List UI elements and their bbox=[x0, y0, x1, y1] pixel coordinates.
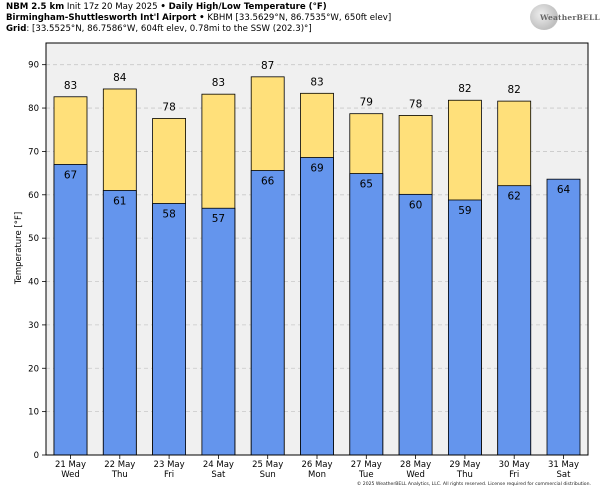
x-tick-label-date: 27 May bbox=[351, 460, 382, 470]
bullet: • bbox=[160, 2, 166, 12]
y-tick-label: 50 bbox=[28, 234, 39, 244]
grid-info: : [33.5525°N, 86.7586°W, 604ft elev, 0.7… bbox=[26, 24, 312, 34]
x-tick-label-date: 26 May bbox=[301, 460, 332, 470]
y-tick-label: 0 bbox=[34, 451, 39, 461]
x-tick-label-date: 31 May bbox=[548, 460, 579, 470]
y-tick-label: 60 bbox=[28, 191, 39, 201]
low-temp-label: 66 bbox=[261, 176, 275, 188]
low-temp-label: 65 bbox=[360, 179, 373, 191]
station-info: KBHM [33.5629°N, 86.7535°W, 650ft elev] bbox=[207, 13, 392, 23]
x-tick-label-day: Thu bbox=[456, 470, 473, 480]
low-temp-label: 58 bbox=[162, 208, 175, 220]
x-tick-label-day: Tue bbox=[358, 470, 374, 480]
logo-text: WeatherBELL bbox=[540, 13, 600, 22]
low-temp-bar bbox=[447, 199, 482, 456]
low-temp-bar bbox=[398, 193, 433, 456]
logo-globe-icon bbox=[530, 4, 558, 30]
low-temp-bar bbox=[497, 185, 532, 456]
weatherbell-logo: WeatherBELL bbox=[526, 2, 600, 34]
bullet: • bbox=[199, 13, 205, 23]
high-temp-label: 87 bbox=[261, 60, 274, 72]
low-temp-label: 57 bbox=[212, 213, 225, 225]
low-temp-label: 60 bbox=[409, 199, 422, 211]
x-tick-label-day: Thu bbox=[111, 470, 128, 480]
high-temp-label: 78 bbox=[162, 101, 175, 113]
x-tick-label-date: 30 May bbox=[499, 460, 530, 470]
data-labels: 83 67 84 61 78 58 83 57 87 66 83 69 79 65 78 60 82 59 82 62… bbox=[64, 60, 571, 225]
model-name: NBM 2.5 km bbox=[6, 2, 65, 12]
high-temp-label: 83 bbox=[64, 80, 77, 92]
x-tick-label-date: 29 May bbox=[449, 460, 480, 470]
x-tick-label-day: Mon bbox=[308, 470, 326, 480]
low-temp-label: 64 bbox=[557, 184, 571, 196]
x-tick-label-day: Sun bbox=[260, 470, 276, 480]
y-tick-label: 70 bbox=[28, 147, 39, 157]
high-temp-label: 79 bbox=[360, 97, 373, 109]
low-temp-bar bbox=[201, 207, 236, 456]
grid-label: Grid bbox=[6, 24, 27, 34]
low-temp-bar bbox=[53, 164, 88, 456]
init-time: Init 17z 20 May 2025 bbox=[66, 2, 158, 12]
low-temp-label: 62 bbox=[508, 191, 521, 203]
x-tick-label-date: 22 May bbox=[104, 460, 135, 470]
low-temp-label: 59 bbox=[458, 205, 471, 217]
x-tick-label-day: Fri bbox=[164, 470, 174, 480]
x-tick-label-date: 28 May bbox=[400, 460, 431, 470]
header-line-station: Birmingham-Shuttlesworth Int'l Airport •… bbox=[6, 13, 391, 23]
plot-frame bbox=[45, 42, 589, 456]
chart-title: Daily High/Low Temperature (°F) bbox=[168, 2, 327, 12]
header-line-model: NBM 2.5 km Init 17z 20 May 2025 • Daily … bbox=[6, 2, 327, 12]
low-temp-bar bbox=[250, 170, 285, 456]
y-axis-label: Temperature [°F] bbox=[14, 212, 24, 285]
high-temp-label: 83 bbox=[212, 77, 225, 89]
x-tick-label-day: Wed bbox=[61, 470, 80, 480]
y-tick-label: 40 bbox=[28, 278, 39, 288]
station-name: Birmingham-Shuttlesworth Int'l Airport bbox=[6, 13, 197, 23]
y-tick-label: 10 bbox=[28, 408, 39, 418]
low-temp-bar bbox=[102, 190, 137, 456]
high-temp-label: 82 bbox=[458, 83, 471, 95]
x-tick-label-date: 23 May bbox=[154, 460, 185, 470]
low-temp-bar bbox=[546, 178, 581, 456]
x-tick-label-day: Sat bbox=[557, 470, 572, 480]
x-tick-label-date: 24 May bbox=[203, 460, 234, 470]
copyright-notice: © 2025 WeatherBELL Analytics, LLC. All r… bbox=[356, 482, 591, 487]
high-temp-label: 78 bbox=[409, 98, 422, 110]
low-temp-label: 61 bbox=[113, 195, 126, 207]
low-temp-bar bbox=[349, 173, 384, 456]
header-line-grid: Grid: [33.5525°N, 86.7586°W, 604ft elev,… bbox=[6, 24, 312, 34]
x-tick-label-date: 25 May bbox=[252, 460, 283, 470]
bars bbox=[53, 76, 581, 456]
high-temp-label: 84 bbox=[113, 72, 127, 84]
x-tick-label-day: Sat bbox=[211, 470, 226, 480]
low-temp-label: 69 bbox=[310, 162, 323, 174]
x-tick-label-day: Fri bbox=[509, 470, 519, 480]
low-temp-bar bbox=[300, 157, 334, 456]
y-tick-label: 30 bbox=[28, 321, 39, 331]
y-tick-label: 80 bbox=[28, 104, 39, 114]
high-temp-label: 83 bbox=[310, 76, 323, 88]
y-tick-label: 20 bbox=[28, 364, 39, 374]
x-tick-label-date: 21 May bbox=[55, 460, 86, 470]
high-temp-label: 82 bbox=[508, 84, 521, 96]
x-tick-label-day: Wed bbox=[406, 470, 425, 480]
low-temp-label: 67 bbox=[64, 169, 77, 181]
low-temp-bar bbox=[152, 203, 187, 456]
y-tick-label: 90 bbox=[28, 61, 39, 71]
